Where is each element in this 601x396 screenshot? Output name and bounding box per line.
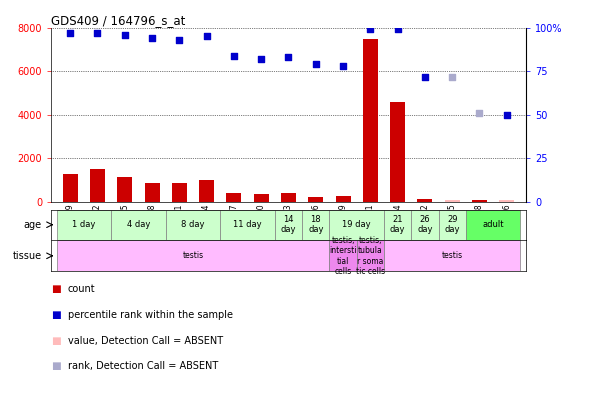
Point <box>502 112 511 118</box>
Point <box>174 37 184 43</box>
Bar <box>199 180 214 202</box>
Bar <box>220 210 275 240</box>
Bar <box>275 210 302 240</box>
Point <box>475 110 484 116</box>
Text: ■: ■ <box>51 310 61 320</box>
Bar <box>329 240 357 271</box>
Text: 19 day: 19 day <box>343 220 371 229</box>
Bar <box>302 210 329 240</box>
Text: 18
day: 18 day <box>308 215 323 234</box>
Bar <box>357 240 384 271</box>
Text: 26
day: 26 day <box>417 215 433 234</box>
Point <box>311 61 320 67</box>
Text: 1 day: 1 day <box>72 220 96 229</box>
Bar <box>90 169 105 202</box>
Bar <box>363 38 378 202</box>
Point <box>120 32 130 38</box>
Text: adult: adult <box>483 220 504 229</box>
Bar <box>166 210 220 240</box>
Bar <box>384 210 411 240</box>
Point <box>447 73 457 80</box>
Bar <box>281 193 296 202</box>
Point <box>365 26 375 32</box>
Text: percentile rank within the sample: percentile rank within the sample <box>68 310 233 320</box>
Text: count: count <box>68 284 96 294</box>
Point <box>229 52 239 59</box>
Text: value, Detection Call = ABSENT: value, Detection Call = ABSENT <box>68 335 223 346</box>
Point <box>66 30 75 36</box>
Bar <box>445 200 460 202</box>
Bar <box>254 194 269 202</box>
Bar <box>499 200 514 202</box>
Text: testis,
intersti
tial
cells: testis, intersti tial cells <box>329 236 357 276</box>
Text: age: age <box>23 220 41 230</box>
Bar <box>56 210 111 240</box>
Text: 11 day: 11 day <box>233 220 262 229</box>
Bar <box>63 173 78 202</box>
Text: testis,
tubula
r soma
tic cells: testis, tubula r soma tic cells <box>356 236 385 276</box>
Bar <box>384 240 520 271</box>
Bar <box>117 177 132 202</box>
Point <box>257 56 266 62</box>
Text: 14
day: 14 day <box>281 215 296 234</box>
Text: ■: ■ <box>51 284 61 294</box>
Text: GDS409 / 164796_s_at: GDS409 / 164796_s_at <box>51 13 186 27</box>
Point <box>420 73 430 80</box>
Text: rank, Detection Call = ABSENT: rank, Detection Call = ABSENT <box>68 361 218 371</box>
Text: tissue: tissue <box>13 251 41 261</box>
Point <box>147 35 157 41</box>
Bar <box>439 210 466 240</box>
Text: 21
day: 21 day <box>390 215 406 234</box>
Bar <box>418 199 432 202</box>
Bar <box>411 210 439 240</box>
Text: testis: testis <box>442 251 463 260</box>
Point <box>284 54 293 61</box>
Bar <box>335 196 350 202</box>
Bar <box>111 210 166 240</box>
Bar <box>308 196 323 202</box>
Point <box>93 30 102 36</box>
Point <box>202 33 212 40</box>
Bar <box>172 183 187 202</box>
Bar <box>390 102 405 202</box>
Bar <box>472 200 487 202</box>
Bar <box>329 210 384 240</box>
Text: ■: ■ <box>51 361 61 371</box>
Text: 8 day: 8 day <box>182 220 205 229</box>
Point <box>338 63 348 69</box>
Text: ■: ■ <box>51 335 61 346</box>
Bar <box>145 183 159 202</box>
Bar <box>227 193 242 202</box>
Text: 29
day: 29 day <box>445 215 460 234</box>
Point <box>393 26 403 32</box>
Bar <box>466 210 520 240</box>
Text: 4 day: 4 day <box>127 220 150 229</box>
Bar <box>56 240 329 271</box>
Text: testis: testis <box>183 251 204 260</box>
